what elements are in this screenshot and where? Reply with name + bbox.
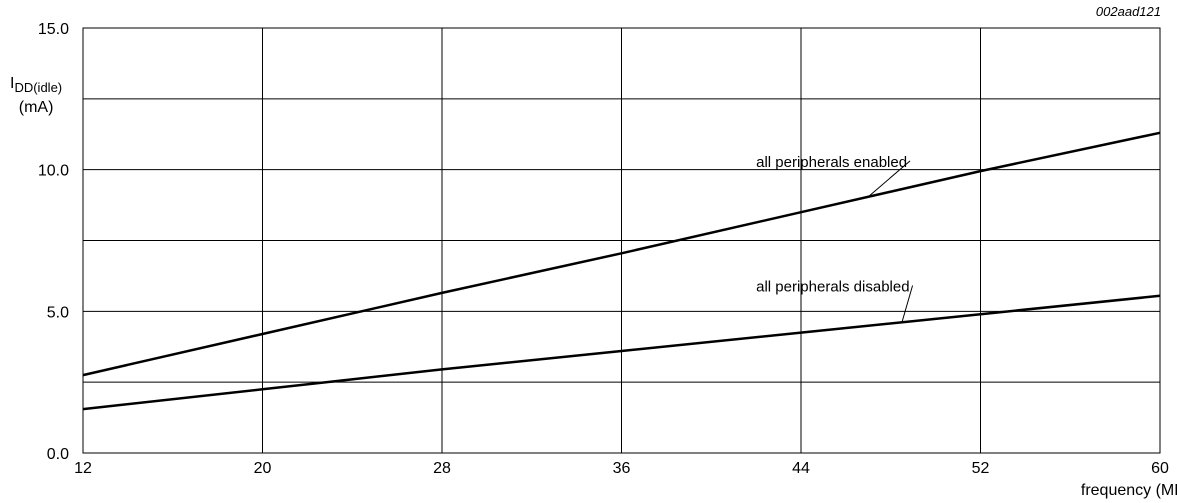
figure-id: 002aad121 xyxy=(1095,4,1161,19)
x-tick-label: 44 xyxy=(792,460,810,477)
annotation-leader-line xyxy=(867,160,911,198)
annotation-label: all peripherals enabled xyxy=(756,154,907,171)
x-axis-label: frequency (MHz) xyxy=(1081,482,1177,499)
y-tick-label: 0.0 xyxy=(47,446,69,463)
y-axis-label-subscript: DD(idle) xyxy=(14,80,63,95)
annotations: all peripherals enabled all peripherals d… xyxy=(756,154,914,323)
y-axis-label-main: I xyxy=(10,75,15,92)
y-tick-label: 10.0 xyxy=(38,163,69,180)
x-tick-label: 28 xyxy=(433,460,451,477)
plot-frame xyxy=(82,27,1161,454)
x-tick-label: 36 xyxy=(613,460,631,477)
series-lines xyxy=(82,131,1161,411)
x-tick-label: 12 xyxy=(74,460,92,477)
x-tick-label: 52 xyxy=(972,460,990,477)
x-tick-label: 60 xyxy=(1151,460,1169,477)
tick-labels: 12 20 28 36 44 52 60 0.0 5.0 10.0 15.0 xyxy=(38,21,1169,477)
y-tick-label: 15.0 xyxy=(38,21,69,38)
series-line-1 xyxy=(82,294,1161,411)
annotation-leader-line xyxy=(901,285,914,323)
y-axis-label: IDD(idle) (mA) xyxy=(10,74,62,118)
annotation-label: all peripherals disabled xyxy=(756,279,909,296)
y-tick-label: 5.0 xyxy=(47,304,69,321)
grid xyxy=(82,27,1161,454)
y-axis-label-unit: (mA) xyxy=(18,99,54,116)
x-tick-label: 20 xyxy=(254,460,272,477)
series-line-0 xyxy=(82,131,1161,377)
